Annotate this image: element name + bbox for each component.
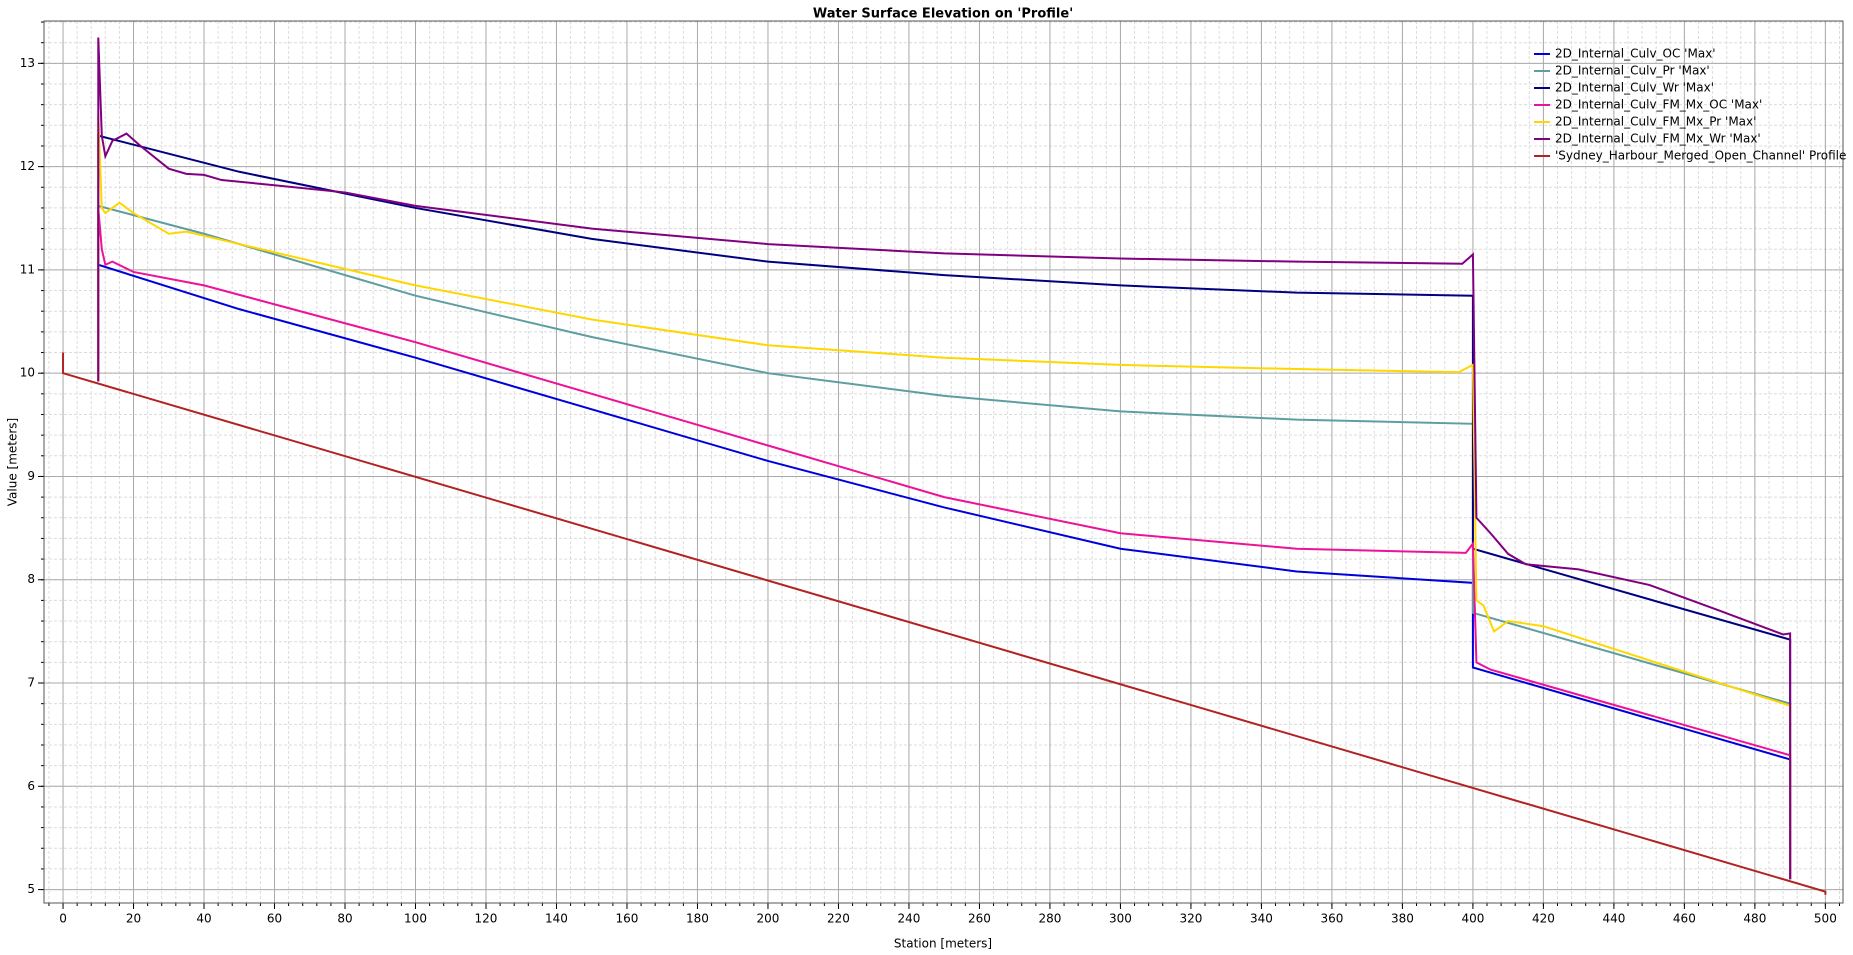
x-tick-label: 500 [1814,912,1837,926]
x-tick-label: 240 [898,912,921,926]
legend-label: 2D_Internal_Culv_OC 'Max' [1555,47,1716,61]
y-tick-label: 13 [20,56,35,70]
x-tick-label: 320 [1179,912,1202,926]
y-tick-label: 5 [27,882,35,896]
y-tick-label: 8 [27,572,35,586]
series-line [97,114,1792,880]
x-tick-label: 400 [1461,912,1484,926]
x-tick-label: 340 [1250,912,1273,926]
x-tick-label: 80 [337,912,352,926]
x-tick-label: 280 [1038,912,1061,926]
legend-label: 2D_Internal_Culv_FM_Mx_Pr 'Max' [1555,115,1756,129]
series-line [62,352,1827,895]
series-line [97,204,1792,880]
y-tick-label: 12 [20,159,35,173]
legend-label: 2D_Internal_Culv_FM_Mx_OC 'Max' [1555,98,1762,112]
x-tick-label: 160 [616,912,639,926]
legend-label: 2D_Internal_Culv_FM_Mx_Wr 'Max' [1555,132,1761,146]
x-tick-label: 20 [126,912,141,926]
x-tick-label: 460 [1673,912,1696,926]
x-tick-label: 420 [1532,912,1555,926]
y-tick-label: 11 [20,262,35,276]
x-tick-label: 40 [196,912,211,926]
x-tick-label: 60 [267,912,282,926]
y-axis-label: Value [meters] [6,418,20,506]
x-tick-label: 440 [1602,912,1625,926]
x-tick-label: 200 [757,912,780,926]
x-tick-label: 360 [1320,912,1343,926]
series-line [97,263,1792,880]
x-tick-label: 380 [1391,912,1414,926]
series-line [97,207,1792,880]
x-tick-label: 260 [968,912,991,926]
series-line [97,37,1792,880]
chart-title: Water Surface Elevation on 'Profile' [813,7,1073,22]
x-tick-label: 140 [545,912,568,926]
x-axis-label: Station [meters] [894,937,992,951]
x-tick-label: 180 [686,912,709,926]
x-tick-label: 0 [59,912,67,926]
legend-label: 2D_Internal_Culv_Wr 'Max' [1555,81,1714,95]
y-tick-label: 6 [27,779,35,793]
plot-frame [43,20,1844,904]
y-tick-label: 9 [27,469,35,483]
x-tick-label: 100 [404,912,427,926]
x-tick-label: 220 [827,912,850,926]
x-tick-label: 300 [1109,912,1132,926]
x-tick-label: 480 [1743,912,1766,926]
legend-label: 'Sydney_Harbour_Merged_Open_Channel' Pro… [1555,149,1846,163]
y-tick-label: 10 [20,366,35,380]
legend-label: 2D_Internal_Culv_Pr 'Max' [1555,64,1710,78]
legend: 2D_Internal_Culv_OC 'Max' 2D_Internal_Cul… [1534,47,1846,163]
x-tick-label: 120 [475,912,498,926]
y-tick-label: 7 [27,676,35,690]
